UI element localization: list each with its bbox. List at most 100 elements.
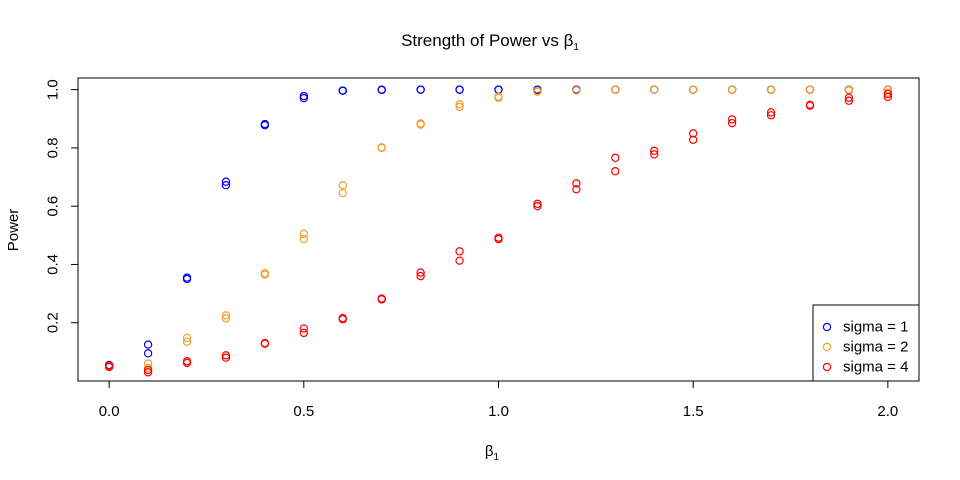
data-point	[494, 233, 503, 242]
data-point	[260, 119, 270, 129]
data-point	[299, 234, 309, 244]
x-axis-label: β1	[485, 443, 500, 463]
data-point	[844, 96, 854, 105]
y-tick-label: 0.8	[45, 137, 62, 158]
series-3	[104, 89, 893, 377]
x-tick-label: 1.0	[488, 403, 509, 420]
data-point	[260, 269, 270, 278]
data-point	[221, 351, 231, 360]
data-point	[494, 85, 503, 94]
y-tick-label: 1.0	[45, 79, 62, 100]
data-point	[377, 85, 386, 94]
chart-title-subscript: 1	[573, 42, 579, 53]
data-point	[650, 150, 659, 159]
data-point	[611, 85, 620, 94]
data-point	[688, 135, 698, 144]
data-point	[182, 337, 192, 346]
data-point	[260, 338, 270, 348]
y-tick-label: 0.6	[45, 196, 62, 217]
data-point	[221, 181, 231, 190]
data-point	[455, 100, 464, 109]
plot-area	[77, 77, 920, 382]
data-point	[221, 311, 231, 320]
data-point	[727, 115, 737, 124]
series-1	[104, 85, 893, 371]
data-point	[650, 146, 659, 156]
data-point	[338, 86, 347, 95]
data-point	[766, 85, 776, 94]
data-point	[455, 256, 464, 265]
y-axis-label: Power	[5, 209, 22, 252]
x-tick-label: 0.5	[293, 403, 314, 420]
data-point	[299, 324, 309, 333]
legend: sigma = 1 sigma = 2 sigma = 4	[812, 304, 920, 382]
x-tick-label: 1.5	[683, 403, 704, 420]
data-point	[883, 89, 893, 99]
data-point	[338, 188, 347, 198]
data-point	[844, 85, 854, 94]
data-point	[883, 92, 893, 102]
data-point	[572, 179, 581, 188]
legend-label: sigma = 1	[843, 319, 908, 336]
data-point	[182, 356, 192, 366]
data-point	[844, 93, 854, 103]
data-point	[104, 361, 114, 370]
x-axis: 0.0 0.5 1.0 1.5 2.0	[99, 380, 898, 420]
series-2	[104, 85, 893, 373]
data-point	[338, 181, 347, 190]
y-tick-label: 0.4	[45, 254, 62, 275]
data-point	[182, 333, 192, 343]
data-point	[299, 229, 309, 239]
data-point	[611, 153, 620, 163]
data-point	[416, 119, 425, 128]
data-point	[143, 368, 153, 377]
data-point	[416, 271, 425, 281]
y-tick-label: 0.2	[45, 312, 62, 333]
data-point	[805, 85, 815, 94]
data-point	[688, 129, 698, 138]
data-point	[650, 85, 659, 94]
data-point	[533, 201, 542, 211]
data-point	[572, 86, 581, 95]
data-point	[611, 167, 620, 176]
chart-title-beta: β	[564, 31, 574, 50]
data-point	[494, 92, 503, 101]
data-point	[182, 273, 192, 282]
data-point	[299, 328, 309, 338]
chart-title-main: Strength of Power vs	[401, 31, 564, 50]
legend-marker	[822, 362, 832, 372]
x-axis-label-beta: β	[485, 443, 494, 460]
data-point	[143, 340, 153, 349]
data-point	[805, 100, 815, 110]
data-point	[688, 85, 698, 94]
x-tick-label: 2.0	[877, 403, 898, 420]
data-point	[727, 85, 737, 94]
legend-marker	[822, 322, 832, 332]
data-point	[455, 247, 464, 256]
data-point	[416, 268, 425, 277]
legend-label: sigma = 4	[843, 359, 908, 376]
data-point	[377, 143, 386, 152]
data-point	[221, 314, 231, 323]
data-point	[143, 365, 153, 375]
legend-marker	[822, 342, 832, 352]
data-points	[104, 85, 893, 377]
legend-label: sigma = 2	[843, 339, 908, 356]
data-point	[572, 185, 581, 194]
data-point	[416, 85, 425, 94]
data-point	[338, 313, 347, 323]
data-point	[377, 294, 386, 303]
data-point	[221, 353, 231, 362]
chart-title: Strength of Power vs β1	[401, 31, 579, 53]
data-point	[727, 118, 737, 128]
y-axis: 0.2 0.4 0.6 0.8 1.0	[45, 79, 79, 333]
data-point	[143, 359, 153, 368]
data-point	[455, 85, 464, 94]
x-axis-label-subscript: 1	[494, 452, 500, 463]
data-point	[143, 349, 153, 358]
data-point	[533, 86, 542, 96]
data-point	[533, 199, 542, 209]
x-tick-label: 0.0	[99, 403, 120, 420]
data-point	[766, 108, 776, 117]
